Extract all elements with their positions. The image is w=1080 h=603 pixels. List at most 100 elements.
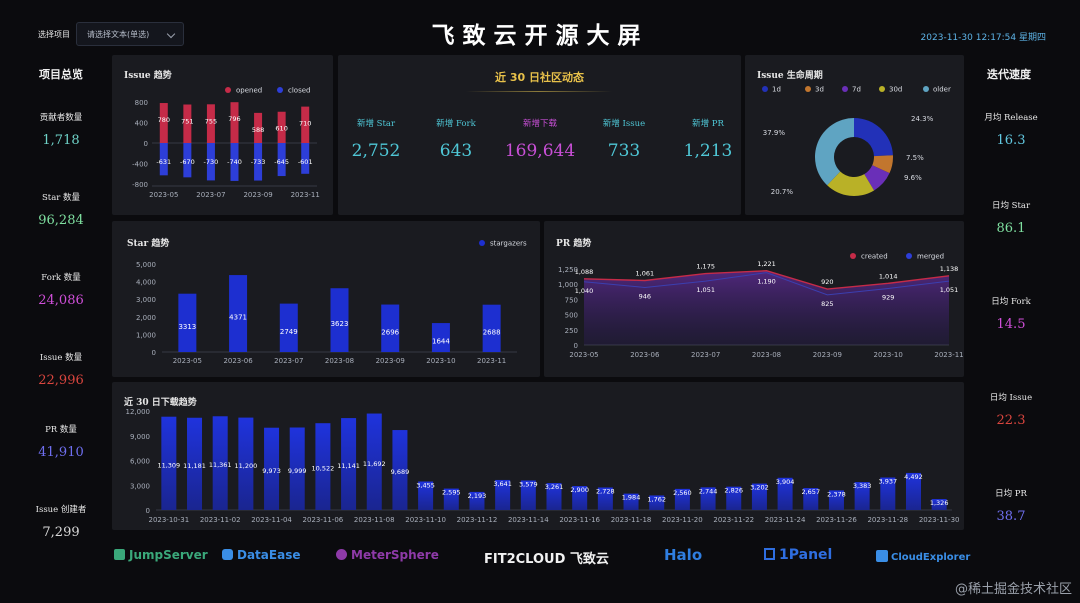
legend-marker [923,86,929,92]
legend-label: created [861,253,888,261]
legend-marker [879,86,885,92]
closed-bar [301,143,310,174]
closed-data-label: -670 [180,158,195,166]
bar-data-label: 11,181 [183,462,206,470]
bar-data-label: 9,689 [391,468,410,476]
x-tick-label: 2023-11-10 [405,516,446,524]
created-line [583,270,950,290]
bar-data-label: 3,261 [545,483,564,491]
bar-data-label: 1,762 [647,495,666,503]
x-tick-label: 2023-11-08 [354,516,395,524]
stat-label: PR 数量 [45,425,77,435]
logo-dataease[interactable]: DataEase [222,548,300,562]
download-bar [264,427,280,510]
created-data-label: 920 [821,278,833,286]
opened-data-label: 588 [252,126,264,134]
pie-data-label: 7.5% [906,154,924,162]
bar-data-label: 3,904 [776,478,795,486]
bar-data-label: 11,692 [363,460,386,468]
x-tick-label: 2023-11-12 [457,516,498,524]
stat-value: 22.3 [996,413,1026,428]
x-tick-label: 2023-05 [173,357,202,365]
x-tick-label: 2023-09 [376,357,405,365]
closed-data-label: -733 [251,158,266,166]
logo-jumpserver[interactable]: JumpServer [114,548,208,562]
logo-halo[interactable]: Halo [664,546,703,564]
closed-bar [254,143,263,181]
x-tick-label: 2023-11 [934,351,963,359]
pie-slice [815,118,854,186]
speed-stat: 日均 Star 86.1 [966,199,1056,236]
download-bar [161,416,177,510]
speed-stat: 日均 Fork 14.5 [966,295,1056,332]
logo-cloudexplorer[interactable]: CloudExplorer [876,550,970,563]
stat-value: 16.3 [996,133,1026,148]
download-bar [700,487,716,510]
overview-stat: Star 数量 96,284 [16,191,106,228]
speed-stat: 日均 PR 38.7 [966,487,1056,524]
pr-trend-title: PR 趋势 [556,239,592,249]
download-bar [212,416,228,510]
x-tick-label: 2023-11-20 [662,516,703,524]
created-area [584,270,949,345]
stat-label: 日均 Fork [991,297,1031,307]
community-stat-value: 1,213 [683,141,733,161]
x-tick-label: 2023-07 [196,191,225,199]
download-bar [905,472,921,510]
bar-data-label: 2,744 [699,487,718,495]
y-tick-label: -400 [132,161,148,169]
merged-data-label: 1,051 [940,286,959,294]
closed-data-label: -740 [227,158,242,166]
overview-stat: Issue 创建者 7,299 [16,503,106,540]
x-tick-label: 2023-06 [630,351,660,359]
stargazers-bar [330,288,349,352]
download-bar [238,417,254,510]
pie-data-label: 24.3% [911,115,934,123]
stat-label: 日均 PR [995,489,1027,499]
star-trend-chart: 5,000 4,000 3,000 2,000 1,000 0 3313 2023-05 437… [136,240,527,366]
stargazers-bar [431,323,450,352]
stat-value: 1,718 [42,133,80,148]
opened-bar [277,111,286,143]
download-bar [597,487,613,510]
closed-data-label: -631 [156,158,171,166]
y-tick-label: 800 [135,99,148,107]
bar-data-label: 3623 [331,320,349,328]
logo-metersphere[interactable]: MeterSphere [336,548,439,562]
x-tick-label: 2023-11-30 [919,516,960,524]
x-tick-label: 2023-09 [813,351,842,359]
opened-bar [254,112,263,143]
overview-title: 项目总览 [39,68,83,81]
jumpserver-icon [114,549,125,560]
legend-label: merged [917,253,944,261]
legend-label: 3d [815,86,824,94]
download-bar [751,483,767,510]
created-data-label: 1,221 [757,260,776,268]
legend-label: closed [288,87,310,95]
stat-value: 41,910 [38,445,84,460]
legend-label: 7d [852,86,861,94]
x-tick-label: 2023-11-18 [611,516,652,524]
bar-data-label: 2,826 [724,487,743,495]
dataease-icon [222,549,233,560]
y-tick-label: 750 [565,296,578,304]
merged-data-label: 929 [882,294,894,302]
logo-fit2cloud[interactable]: FIT2CLOUD 飞致云 [484,552,609,567]
logo-1panel[interactable]: 1Panel [764,547,832,563]
merged-data-label: 1,051 [696,286,715,294]
bar-data-label: 2,560 [673,489,692,497]
y-tick-label: 0 [574,342,578,350]
y-tick-label: 6,000 [130,458,150,466]
x-tick-label: 2023-11-06 [303,516,344,524]
stat-label: 贡献者数量 [39,113,83,123]
download-bar [495,479,511,510]
created-data-label: 1,014 [879,272,898,280]
y-tick-label: 4,000 [136,279,156,287]
project-select[interactable]: 请选择文本(单选) [76,22,184,46]
stargazers-bar [229,275,248,352]
bar-data-label: 11,361 [209,461,232,469]
community-stat-value: 2,752 [351,141,401,161]
download-bar [777,477,793,510]
x-tick-label: 2023-11-28 [867,516,908,524]
community-stat-value: 169,644 [504,141,576,161]
